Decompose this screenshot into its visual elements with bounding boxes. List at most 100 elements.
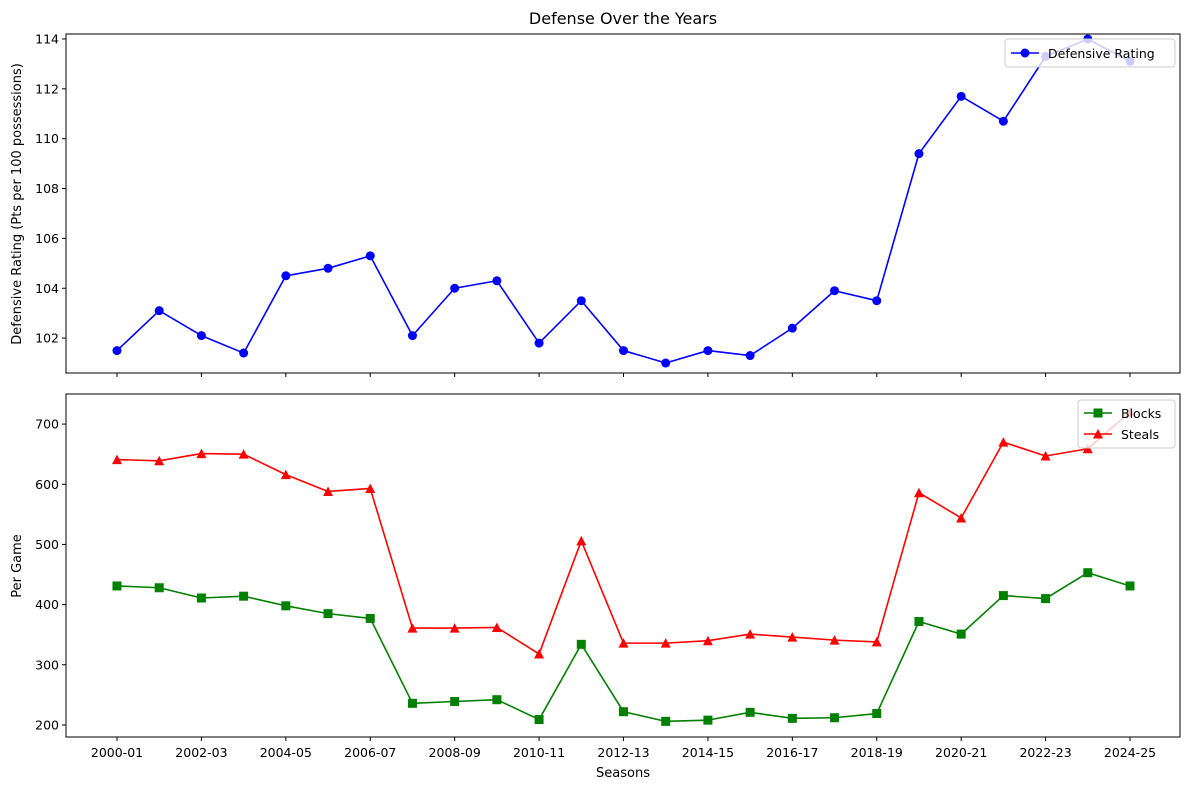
series-top xyxy=(112,34,1135,368)
data-point-blocks xyxy=(998,591,1008,601)
legend-box-top xyxy=(1004,38,1176,68)
data-point-defensive-rating xyxy=(787,323,797,333)
x-ticks-top xyxy=(116,373,1131,377)
data-point-defensive-rating xyxy=(745,351,755,361)
data-point-defensive-rating xyxy=(450,283,460,293)
data-point-steals xyxy=(745,629,756,639)
y-tick-label: 104 xyxy=(35,281,59,296)
data-point-steals xyxy=(1040,450,1051,461)
y-axis-label-bottom: Per Game xyxy=(10,534,25,598)
y-tick-label: 700 xyxy=(35,417,59,432)
data-point-blocks xyxy=(323,609,333,619)
y-ticks-bottom: 200 300 400 500 600 700 xyxy=(35,417,66,732)
data-point-steals xyxy=(449,623,460,633)
y-tick-label: 106 xyxy=(35,231,59,246)
legend-marker-defensive-rating xyxy=(1020,48,1030,58)
y-tick-label: 500 xyxy=(35,537,59,552)
x-tick-label: 2022-23 xyxy=(1019,745,1071,760)
data-point-blocks xyxy=(154,583,164,593)
x-tick-label: 2000-01 xyxy=(91,745,143,760)
plot-area-top xyxy=(65,33,1181,374)
data-point-blocks xyxy=(745,707,755,717)
data-point-defensive-rating xyxy=(534,338,544,348)
data-point-blocks xyxy=(492,695,502,705)
data-point-defensive-rating xyxy=(239,348,249,358)
data-point-defensive-rating xyxy=(619,346,628,356)
data-point-steals xyxy=(618,638,629,648)
data-point-steals xyxy=(491,622,502,632)
data-point-steals xyxy=(112,454,122,465)
data-point-blocks xyxy=(703,715,713,725)
data-point-steals xyxy=(280,469,291,480)
x-ticks-bottom: 2000-01 2002-03 2004-05 2006-07 2008-09 2010-… xyxy=(91,737,1156,760)
data-point-blocks xyxy=(576,639,586,649)
data-point-defensive-rating xyxy=(661,358,671,368)
data-point-steals xyxy=(534,648,545,659)
chart-title: Defense Over the Years xyxy=(529,9,717,28)
y-tick-label: 102 xyxy=(35,331,59,346)
x-tick-label: 2020-21 xyxy=(935,745,987,760)
y-tick-label: 110 xyxy=(35,131,59,146)
data-point-defensive-rating xyxy=(281,271,291,281)
data-point-steals xyxy=(956,512,967,523)
data-point-defensive-rating xyxy=(323,263,333,273)
data-point-defensive-rating xyxy=(872,296,882,306)
data-point-blocks xyxy=(956,629,966,639)
legend-top: Defensive Rating xyxy=(1004,38,1176,68)
y-ticks-top: 102 104 106 108 110 112 114 xyxy=(35,31,66,346)
data-point-blocks xyxy=(872,709,882,719)
x-tick-label: 2004-05 xyxy=(260,745,312,760)
x-tick-label: 2014-15 xyxy=(682,745,734,760)
data-point-steals xyxy=(323,486,334,496)
x-tick-label: 2024-25 xyxy=(1104,745,1156,760)
data-point-blocks xyxy=(1041,594,1051,604)
data-point-blocks xyxy=(112,581,122,591)
x-tick-label: 2010-11 xyxy=(513,745,565,760)
data-point-defensive-rating xyxy=(576,296,586,306)
data-point-blocks xyxy=(281,601,291,611)
data-point-blocks xyxy=(196,593,206,603)
data-point-steals xyxy=(660,638,671,648)
data-point-defensive-rating xyxy=(492,276,502,286)
data-point-steals xyxy=(576,535,587,546)
data-point-defensive-rating xyxy=(196,331,206,341)
y-tick-label: 114 xyxy=(35,31,59,46)
y-tick-label: 600 xyxy=(35,477,59,492)
data-point-defensive-rating xyxy=(830,286,840,296)
legend-marker-blocks xyxy=(1093,408,1103,418)
data-point-defensive-rating xyxy=(703,346,713,356)
y-tick-label: 108 xyxy=(35,181,59,196)
data-point-steals xyxy=(365,483,376,493)
data-point-blocks xyxy=(830,713,840,723)
data-point-defensive-rating xyxy=(112,346,122,356)
y-tick-label: 300 xyxy=(35,657,59,672)
data-point-defensive-rating xyxy=(365,251,375,261)
x-tick-label: 2018-19 xyxy=(851,745,903,760)
data-point-blocks xyxy=(534,715,544,725)
data-point-blocks xyxy=(239,591,249,601)
data-point-steals xyxy=(196,448,207,459)
data-point-steals xyxy=(829,635,840,645)
data-point-blocks xyxy=(407,698,417,708)
data-point-blocks xyxy=(1125,581,1135,591)
data-point-blocks xyxy=(661,716,671,726)
legend-label-blocks: Blocks xyxy=(1121,406,1161,421)
data-point-steals xyxy=(871,636,882,647)
data-point-blocks xyxy=(787,713,797,723)
data-point-steals xyxy=(787,632,798,642)
data-point-steals xyxy=(407,623,418,633)
data-point-steals xyxy=(998,437,1009,447)
y-tick-label: 112 xyxy=(35,81,59,96)
data-point-defensive-rating xyxy=(998,116,1008,126)
x-tick-label: 2016-17 xyxy=(766,745,818,760)
data-point-blocks xyxy=(914,616,924,626)
data-point-defensive-rating xyxy=(407,331,417,341)
series-bottom xyxy=(112,407,1135,726)
legend-label-defensive-rating: Defensive Rating xyxy=(1048,46,1155,61)
data-point-blocks xyxy=(450,696,460,706)
data-point-steals xyxy=(238,449,249,459)
x-tick-label: 2012-13 xyxy=(597,745,649,760)
data-point-steals xyxy=(1082,443,1093,454)
data-point-steals xyxy=(702,635,713,646)
